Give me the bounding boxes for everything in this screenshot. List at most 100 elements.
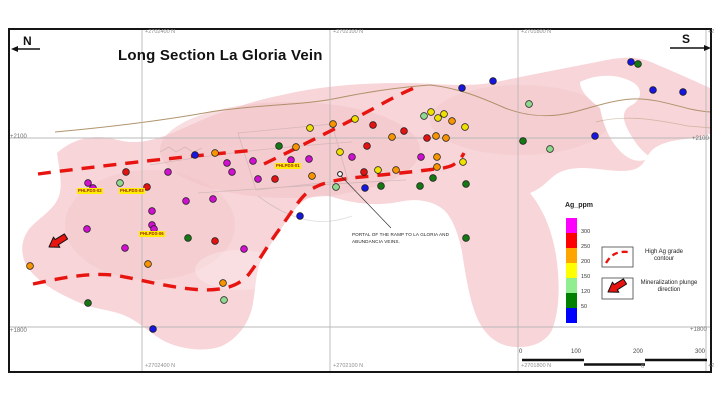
ag-intercept-dot [223,159,231,167]
ag-intercept-dot [209,195,217,203]
ag-intercept-dot [679,88,687,96]
envelope-hole [580,75,650,161]
ag-intercept-dot [388,133,396,141]
ag-intercept-dot [306,124,314,132]
drillhole-dots [26,58,687,333]
ag-intercept-dot [329,120,337,128]
legend-color-swatch [566,293,577,308]
ag-intercept-dot [296,212,304,220]
ag-intercept-dot [525,100,533,108]
ag-intercept-dot [144,260,152,268]
ag-intercept-dot [271,175,279,183]
ag-intercept-dot [634,60,642,68]
ag-intercept-dot [148,207,156,215]
portal-leader-line [340,175,392,229]
ag-intercept-dot [649,86,657,94]
ag-intercept-dot [360,168,368,176]
legend-color-swatch [566,218,577,233]
legend-color-swatch [566,263,577,278]
ag-intercept-dot [287,156,295,164]
legend-color-swatch [566,308,577,323]
legend-contour-sample [604,250,629,264]
ag-intercept-dot [348,153,356,161]
ag-intercept-dot [420,112,428,120]
vein-light-patch [195,250,285,290]
legend-color-swatch [566,233,577,248]
contour-upper-west [37,148,257,176]
map-frame [8,28,712,373]
mine-workings-lines [149,123,407,222]
ag-intercept-dot [400,127,408,135]
portal-marker [337,171,343,177]
legend-contour-sample-box [601,246,634,268]
ag-intercept-dot [219,279,227,287]
ag-intercept-dot [184,234,192,242]
vein-deep-patch [430,85,610,155]
ag-intercept-dot [149,325,157,333]
ag-intercept-dot [228,168,236,176]
ag-intercept-dot [182,197,190,205]
ag-intercept-dot [458,84,466,92]
ag-intercept-dot [191,151,199,159]
ag-intercept-dot [150,225,158,233]
ag-intercept-dot [429,174,437,182]
ag-intercept-dot [220,296,228,304]
legend-color-swatch [566,248,577,263]
scale-bar [522,358,707,366]
ag-intercept-dot [275,142,283,150]
ag-intercept-dot [374,166,382,174]
ag-intercept-dot [392,166,400,174]
ag-intercept-dot [305,155,313,163]
ag-intercept-dot [416,182,424,190]
ag-intercept-dot [164,168,172,176]
ag-intercept-dot [249,157,257,165]
ag-intercept-dot [292,143,300,151]
ag-intercept-dot [462,180,470,188]
ag-intercept-dot [591,132,599,140]
ag-intercept-dot [448,117,456,125]
ag-intercept-dot [254,175,262,183]
ag-intercept-dot [336,148,344,156]
ag-intercept-dot [308,172,316,180]
ag-intercept-dot [83,225,91,233]
ag-intercept-dot [489,77,497,85]
ag-intercept-dot [211,237,219,245]
ag-intercept-dot [462,234,470,242]
plunge-arrow [48,233,69,248]
ag-intercept-dot [211,149,219,157]
topography-line [54,84,711,133]
ag-intercept-dot [433,153,441,161]
ag-intercept-dot [369,121,377,129]
ag-intercept-dot [121,244,129,252]
topography-line-secondary [595,117,711,129]
ag-intercept-dot [440,110,448,118]
legend-arrow-sample [607,278,628,293]
legend-color-swatch [566,278,577,293]
ag-intercept-dot [461,123,469,131]
ag-intercept-dot [627,58,635,66]
ag-intercept-dot [377,182,385,190]
ag-intercept-dot [546,145,554,153]
ag-intercept-dot [116,179,124,187]
ag-intercept-dot [240,245,248,253]
ag-intercept-dot [434,114,442,122]
ag-intercept-dot [427,108,435,116]
ag-intercept-dot [351,115,359,123]
north-arrow-icon [11,46,40,52]
ag-intercept-dot [459,158,467,166]
south-arrow-icon [670,45,711,51]
ag-intercept-dot [332,183,340,191]
ag-intercept-dot [89,184,97,192]
ag-intercept-dot [84,299,92,307]
contour-lower [32,152,466,292]
ag-intercept-dot [432,132,440,140]
ag-intercept-dot [417,153,425,161]
legend-colorbar [566,218,577,323]
ag-intercept-dot [423,134,431,142]
ag-intercept-dot [26,262,34,270]
ag-intercept-dot [519,137,527,145]
ag-intercept-dot [361,184,369,192]
ag-intercept-dot [433,163,441,171]
